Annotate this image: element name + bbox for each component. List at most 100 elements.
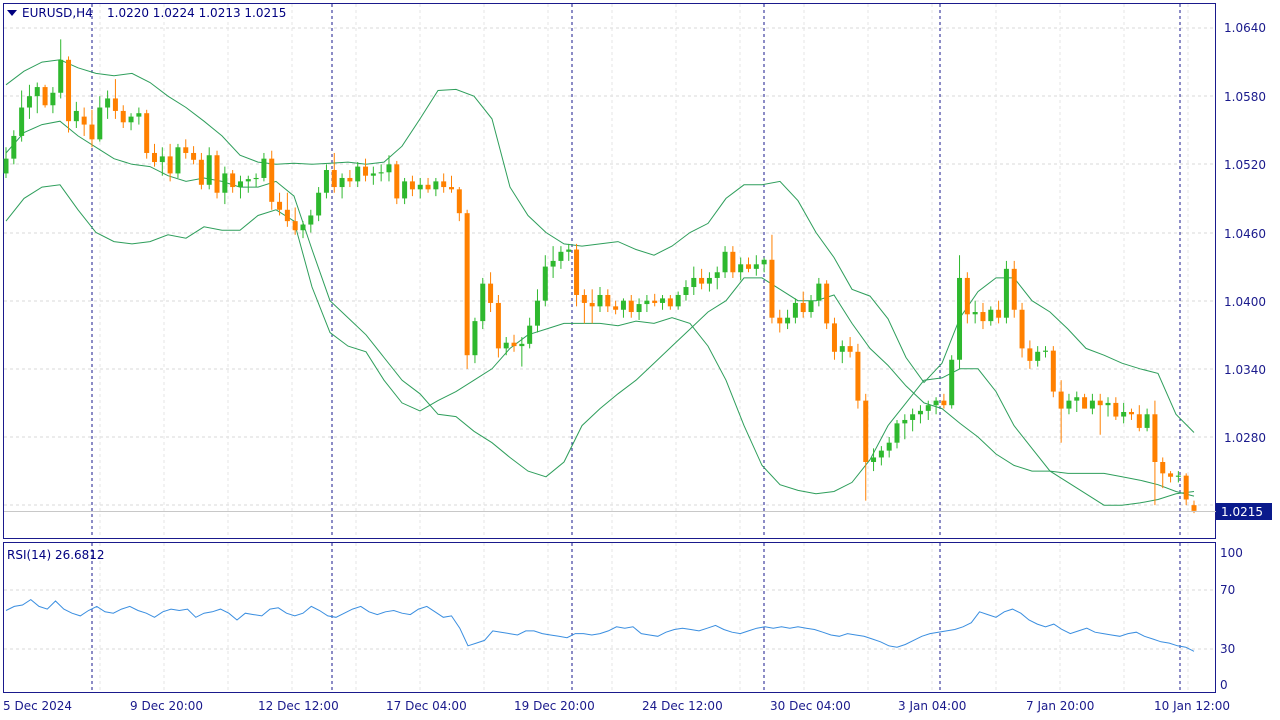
candle: [1058, 380, 1064, 443]
candle-body: [433, 181, 439, 190]
candle: [753, 255, 759, 276]
candle-body: [855, 351, 861, 401]
candle-body: [1082, 397, 1088, 409]
candle-body: [699, 277, 705, 284]
candle: [112, 79, 118, 119]
candle-body: [605, 294, 611, 307]
candle: [910, 408, 916, 432]
current-price-box: [1216, 503, 1272, 520]
candle: [769, 234, 775, 324]
candle: [1183, 473, 1189, 506]
candle-body: [675, 294, 681, 307]
candle-body: [706, 277, 712, 284]
candle: [495, 294, 501, 358]
candle-body: [620, 300, 626, 310]
candle: [1097, 393, 1103, 435]
candle-body: [746, 264, 751, 269]
candle-body: [878, 450, 884, 458]
candle: [949, 355, 955, 409]
time-label: 19 Dec 20:00: [514, 699, 595, 713]
candle: [89, 109, 95, 148]
candle-body: [1160, 461, 1166, 474]
candle: [292, 207, 298, 235]
candle-body: [902, 419, 908, 424]
candle: [308, 209, 314, 233]
candle-body: [839, 346, 845, 352]
candle-body: [1027, 348, 1033, 361]
candle-body: [3, 158, 9, 174]
candle-body: [253, 177, 259, 180]
candle-body: [1011, 268, 1017, 310]
candle-body: [792, 302, 798, 318]
candle: [925, 400, 931, 420]
candle-body: [425, 184, 431, 190]
candle: [245, 175, 251, 193]
candle: [472, 317, 478, 364]
candle-body: [652, 300, 658, 303]
candle: [589, 289, 595, 324]
candle: [855, 343, 861, 409]
candle-body: [1035, 351, 1041, 361]
candle: [1082, 393, 1088, 409]
candle: [785, 309, 791, 330]
candle: [1027, 340, 1033, 369]
candle-body: [925, 405, 931, 411]
candle: [167, 143, 173, 182]
candle: [425, 177, 431, 193]
candle: [456, 187, 462, 222]
bollinger-lower-line: [5, 184, 1195, 506]
candle: [206, 147, 212, 190]
ohlc-readout: 1.0220 1.0224 1.0213 1.0215: [107, 6, 286, 20]
candle: [730, 246, 736, 278]
candle: [511, 334, 517, 352]
candle-body: [292, 221, 298, 231]
candle-body: [89, 124, 95, 140]
candle: [277, 192, 283, 216]
candle: [331, 152, 337, 193]
candle-body: [159, 156, 165, 163]
candle-body: [347, 177, 353, 182]
candle: [159, 147, 165, 176]
candle: [644, 294, 650, 313]
candle-body: [785, 317, 791, 324]
candle-body: [542, 266, 548, 301]
candle: [863, 393, 869, 501]
candle-body: [97, 107, 103, 140]
candle: [3, 147, 9, 178]
candle: [198, 152, 204, 190]
price-tick: 1.0640: [1224, 21, 1266, 35]
rsi-line-group: [5, 598, 1195, 652]
rsi-line: [5, 598, 1195, 652]
candle: [534, 289, 540, 333]
candle: [1011, 260, 1017, 318]
candle-body: [144, 113, 150, 153]
candle-body: [964, 277, 970, 315]
candle: [1175, 471, 1181, 483]
candle: [449, 175, 454, 193]
candle: [284, 192, 290, 227]
candle: [1128, 408, 1134, 420]
candle: [433, 177, 439, 197]
candle-body: [191, 152, 197, 160]
candle-body: [1066, 400, 1072, 409]
candle: [667, 294, 673, 310]
candle-body: [738, 264, 744, 273]
candle-body: [566, 249, 572, 252]
candle-body: [871, 457, 877, 462]
candle: [996, 300, 1002, 324]
candle-body: [394, 164, 400, 199]
price-tick: 1.0280: [1224, 431, 1266, 445]
candle: [886, 437, 892, 458]
price-tick: 1.0520: [1224, 158, 1266, 172]
candle-body: [284, 209, 290, 222]
symbol-dropdown-icon[interactable]: [7, 10, 17, 16]
candle-body: [1128, 412, 1134, 415]
candle-body: [581, 294, 587, 303]
price-tick: 1.0580: [1224, 90, 1266, 104]
candle: [58, 39, 64, 99]
candle: [847, 337, 853, 358]
candle: [26, 84, 32, 119]
candle-body: [831, 323, 837, 352]
candle-body: [495, 302, 501, 349]
